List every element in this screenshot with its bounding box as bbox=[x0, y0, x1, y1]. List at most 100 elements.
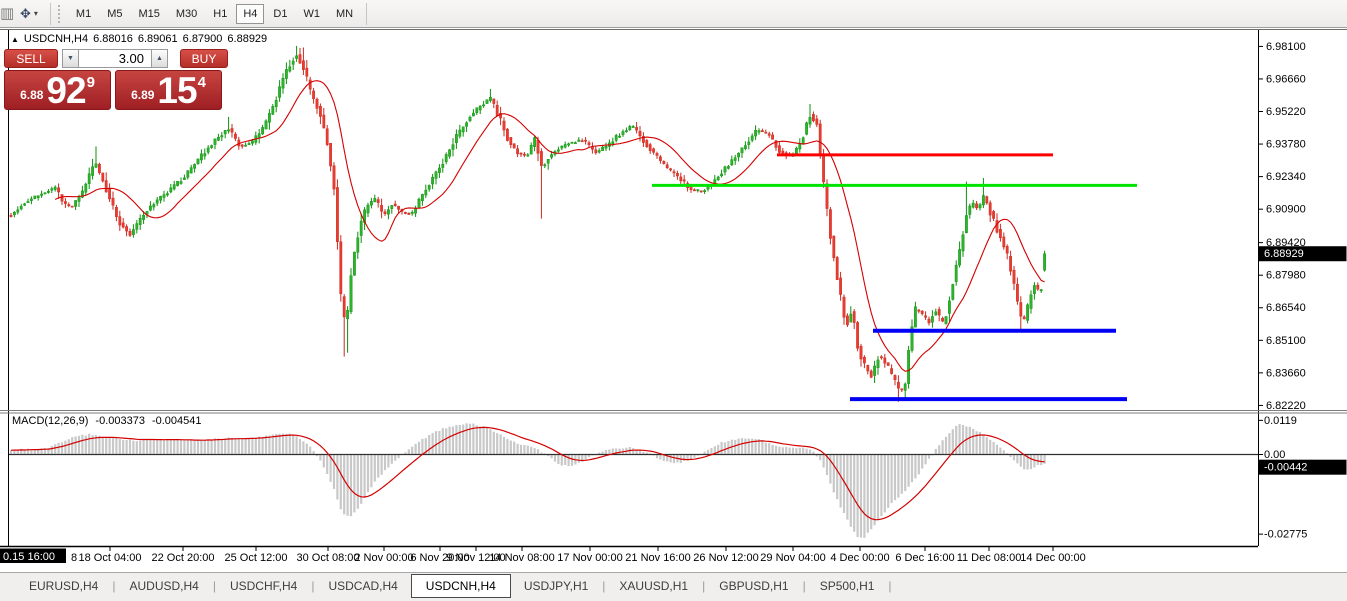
macd-pane[interactable] bbox=[9, 423, 1258, 538]
sell-price-prefix: 6.88 bbox=[20, 88, 44, 102]
buy-price-sup: 4 bbox=[197, 74, 206, 91]
svg-text:6.85100: 6.85100 bbox=[1266, 335, 1306, 347]
sell-price-big: 92 bbox=[46, 69, 86, 111]
sell-price-sup: 9 bbox=[86, 74, 95, 91]
svg-text:4 Dec 00:00: 4 Dec 00:00 bbox=[830, 552, 889, 564]
tab-separator: | bbox=[888, 579, 892, 593]
ohlc-close: 6.88929 bbox=[227, 33, 268, 45]
svg-text:0.0119: 0.0119 bbox=[1264, 415, 1297, 427]
selected-time-tag bbox=[0, 548, 66, 563]
volume-input[interactable]: 3.00 bbox=[79, 49, 151, 68]
timeframe-button-m1[interactable]: M1 bbox=[69, 4, 98, 24]
tab-separator: | bbox=[311, 579, 315, 593]
timeframe-button-d1[interactable]: D1 bbox=[266, 4, 294, 24]
tab-gbpusd-h1[interactable]: GBPUSD,H1 bbox=[719, 579, 789, 593]
tab-usdcnh-h4[interactable]: USDCNH,H4 bbox=[410, 574, 511, 598]
svg-text:6.87980: 6.87980 bbox=[1266, 270, 1306, 282]
top-toolbar: ▥ ✥ ▾ M1 M5 M15 M30 H1 H4 D1 W1 MN bbox=[0, 0, 1347, 28]
svg-text:8: 8 bbox=[71, 552, 77, 564]
macd-axis[interactable]: 0.0119 0.00 -0.02775 -0.00442 bbox=[1258, 415, 1347, 541]
symbol-marker-icon: ▲ bbox=[11, 34, 19, 44]
timeframe-button-m30[interactable]: M30 bbox=[169, 4, 204, 24]
tab-separator: | bbox=[602, 579, 606, 593]
volume-decrease-button[interactable]: ▼ bbox=[62, 49, 79, 68]
tab-usdcad-h4[interactable]: USDCAD,H4 bbox=[328, 579, 398, 593]
timeframe-group: M1 M5 M15 M30 H1 H4 D1 W1 MN bbox=[68, 3, 361, 24]
svg-text:6.82220: 6.82220 bbox=[1266, 400, 1306, 412]
svg-text:6.98100: 6.98100 bbox=[1266, 41, 1306, 53]
svg-text:14 Nov 08:00: 14 Nov 08:00 bbox=[489, 552, 554, 564]
time-axis[interactable]: 8 18 Oct 04:00 22 Oct 20:00 25 Oct 12:00 30 … bbox=[0, 546, 1086, 565]
svg-text:6.88929: 6.88929 bbox=[1264, 248, 1304, 260]
tab-usdchf-h4[interactable]: USDCHF,H4 bbox=[229, 579, 298, 593]
svg-text:11 Dec 08:00: 11 Dec 08:00 bbox=[957, 552, 1022, 564]
chart-tabs-bar: EURUSD,H4 | AUDUSD,H4 | USDCHF,H4 | USDCAD,H4 U… bbox=[0, 572, 1347, 601]
svg-text:0.00: 0.00 bbox=[1264, 449, 1285, 461]
svg-text:6.89420: 6.89420 bbox=[1266, 237, 1306, 249]
buy-button[interactable]: BUY bbox=[180, 49, 228, 68]
buy-price-prefix: 6.89 bbox=[131, 88, 155, 102]
svg-text:6.96660: 6.96660 bbox=[1266, 73, 1306, 85]
svg-text:6.95220: 6.95220 bbox=[1266, 106, 1306, 118]
timeframe-button-w1[interactable]: W1 bbox=[296, 4, 327, 24]
toolbar-separator bbox=[366, 2, 368, 25]
svg-text:21 Nov 16:00: 21 Nov 16:00 bbox=[625, 552, 690, 564]
tab-eurusd-h4[interactable]: EURUSD,H4 bbox=[29, 579, 99, 593]
chart-symbol: USDCNH,H4 bbox=[23, 33, 89, 45]
indicator-value-signal: -0.004541 bbox=[151, 415, 202, 427]
sell-price-box[interactable]: 6.88 92 9 bbox=[4, 70, 111, 110]
timeframe-button-mn[interactable]: MN bbox=[329, 4, 360, 24]
svg-text:29 Nov 04:00: 29 Nov 04:00 bbox=[760, 552, 825, 564]
svg-text:6 Dec 16:00: 6 Dec 16:00 bbox=[895, 552, 954, 564]
indicator-label: MACD(12,26,9) -0.003373 -0.004541 bbox=[12, 415, 202, 427]
svg-text:14 Dec 00:00: 14 Dec 00:00 bbox=[1020, 552, 1085, 564]
chart-symbol-ohlc: ▲ USDCNH,H4 6.88016 6.89061 6.87900 6.88… bbox=[11, 33, 267, 45]
tab-separator: | bbox=[702, 579, 706, 593]
svg-text:25 Oct 12:00: 25 Oct 12:00 bbox=[225, 552, 288, 564]
tab-separator: | bbox=[112, 579, 116, 593]
svg-text:18 Oct 04:00: 18 Oct 04:00 bbox=[79, 552, 142, 564]
ohlc-high: 6.89061 bbox=[137, 33, 178, 45]
timeframe-button-h4[interactable]: H4 bbox=[236, 3, 265, 24]
svg-text:6.86540: 6.86540 bbox=[1266, 302, 1306, 314]
tab-separator: | bbox=[212, 579, 216, 593]
timeframe-button-h1[interactable]: H1 bbox=[206, 4, 234, 24]
timeframe-button-m15[interactable]: M15 bbox=[131, 4, 166, 24]
svg-text:-0.00442: -0.00442 bbox=[1264, 462, 1307, 474]
tab-sp500-h1[interactable]: SP500,H1 bbox=[819, 579, 875, 593]
ohlc-low: 6.87900 bbox=[182, 33, 223, 45]
chart-window: 6.98100 6.96660 6.95220 6.93780 6.92340 6.909… bbox=[0, 29, 1347, 571]
svg-text:30 Oct 08:00: 30 Oct 08:00 bbox=[297, 552, 360, 564]
tab-usdjpy-h1[interactable]: USDJPY,H1 bbox=[523, 579, 589, 593]
svg-text:-0.02775: -0.02775 bbox=[1264, 529, 1307, 541]
svg-text:0.15 16:00: 0.15 16:00 bbox=[3, 551, 55, 563]
tab-audusd-h4[interactable]: AUDUSD,H4 bbox=[129, 579, 199, 593]
indicator-name: MACD(12,26,9) bbox=[12, 415, 89, 427]
dropdown-caret-icon: ▾ bbox=[33, 9, 38, 18]
svg-text:9 Nov 12:00: 9 Nov 12:00 bbox=[446, 552, 505, 564]
toolbar-grip[interactable] bbox=[57, 4, 63, 23]
svg-text:6.83660: 6.83660 bbox=[1266, 367, 1306, 379]
price-axis[interactable]: 6.98100 6.96660 6.95220 6.93780 6.92340 6.909… bbox=[1258, 41, 1347, 412]
indicator-value-main: -0.003373 bbox=[95, 415, 145, 427]
chart-tools-icon: ✥ bbox=[20, 5, 31, 21]
tab-xauusd-h1[interactable]: XAUUSD,H1 bbox=[619, 579, 689, 593]
svg-text:6 Nov 20:00: 6 Nov 20:00 bbox=[410, 552, 469, 564]
chart-tools-button[interactable]: ✥ ▾ bbox=[13, 3, 45, 25]
ohlc-open: 6.88016 bbox=[93, 33, 133, 45]
sell-button[interactable]: SELL bbox=[4, 49, 58, 68]
volume-increase-button[interactable]: ▲ bbox=[151, 49, 168, 68]
buy-price-box[interactable]: 6.89 15 4 bbox=[115, 70, 222, 110]
svg-text:6.93780: 6.93780 bbox=[1266, 139, 1306, 151]
clipped-toolbar-icon[interactable]: ▥ bbox=[0, 4, 13, 22]
svg-text:22 Oct 20:00: 22 Oct 20:00 bbox=[152, 552, 215, 564]
main-price-pane[interactable] bbox=[9, 45, 1137, 402]
timeframe-button-m5[interactable]: M5 bbox=[100, 4, 129, 24]
toolbar-separator bbox=[49, 2, 51, 25]
buy-price-big: 15 bbox=[157, 69, 197, 111]
price-chart[interactable]: 6.98100 6.96660 6.95220 6.93780 6.92340 6.909… bbox=[0, 29, 1347, 571]
svg-text:6.92340: 6.92340 bbox=[1266, 171, 1306, 183]
svg-text:26 Nov 12:00: 26 Nov 12:00 bbox=[693, 552, 758, 564]
svg-text:6.90900: 6.90900 bbox=[1266, 204, 1306, 216]
svg-text:17 Nov 00:00: 17 Nov 00:00 bbox=[557, 552, 622, 564]
